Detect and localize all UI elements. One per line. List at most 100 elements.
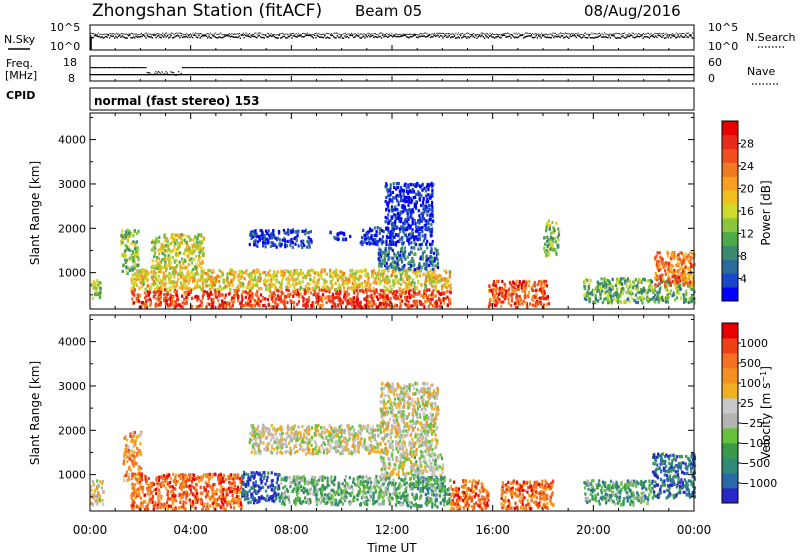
power-cell	[369, 241, 372, 245]
power-cell	[389, 231, 392, 235]
power-cell	[290, 300, 293, 304]
power-cell	[374, 278, 377, 282]
nave-point	[116, 67, 118, 69]
nsearch-point	[339, 34, 341, 36]
power-cell	[425, 289, 428, 293]
freq-point	[394, 74, 396, 76]
nave-point	[405, 67, 407, 69]
nsky-point	[273, 36, 276, 38]
power-cell	[265, 279, 269, 283]
nsearch-point	[638, 33, 639, 35]
freq-point	[595, 74, 598, 76]
nave-point	[127, 67, 129, 69]
nsearch-point	[430, 34, 432, 36]
freq-point	[438, 74, 441, 76]
nsearch-point	[142, 33, 144, 35]
power-cell	[415, 275, 418, 279]
power-cell	[341, 238, 345, 242]
power-cell	[124, 254, 127, 258]
nsearch-point	[412, 33, 414, 35]
power-cell	[285, 285, 288, 289]
nave-point	[371, 67, 374, 69]
power-cell	[413, 281, 416, 285]
power-cell	[312, 288, 315, 292]
nsky-point	[383, 36, 385, 38]
power-cell	[358, 282, 362, 286]
nsearch-point	[473, 33, 475, 35]
power-cell	[259, 228, 262, 233]
freq-point	[535, 74, 537, 76]
power-cell	[368, 305, 371, 309]
power-cell	[363, 237, 366, 241]
nsky-point	[454, 37, 457, 39]
nave-point	[419, 67, 421, 69]
nsky-point	[185, 35, 187, 38]
freq-point	[139, 74, 141, 76]
nsky-point	[662, 35, 664, 37]
power-cell	[203, 290, 206, 294]
power-cell	[232, 275, 236, 279]
power-cell	[314, 283, 317, 287]
nsky-point	[691, 37, 693, 39]
power-cell	[214, 295, 217, 299]
nsearch-point	[356, 34, 358, 36]
freq-point	[103, 74, 106, 76]
nsky-point	[480, 35, 482, 38]
nave-point	[191, 67, 194, 69]
nsky-point	[472, 35, 474, 38]
power-cell	[434, 247, 437, 251]
power-cell	[146, 283, 150, 287]
power-cell	[158, 281, 161, 285]
nave-point	[342, 67, 345, 69]
freq-point	[672, 74, 675, 76]
freq-point	[403, 74, 405, 76]
power-cell	[367, 279, 370, 283]
nsky-point	[100, 36, 102, 39]
freq-point	[276, 74, 278, 76]
power-cell	[401, 250, 404, 254]
power-cell	[265, 284, 268, 288]
nave-point	[544, 67, 546, 69]
power-cell	[273, 269, 276, 274]
freq-point	[583, 74, 585, 76]
nsearch-point	[453, 33, 454, 35]
nsearch-point	[101, 34, 103, 36]
freq-point	[524, 74, 526, 76]
power-cell	[389, 230, 392, 234]
power-cell	[399, 254, 402, 258]
nave-point	[639, 67, 642, 69]
power-cell	[225, 277, 228, 281]
nave-point	[224, 67, 226, 69]
power-cell	[446, 303, 449, 307]
nsky-point	[578, 35, 580, 37]
power-cell	[406, 235, 409, 239]
power-cell	[425, 262, 428, 266]
nave-point	[447, 67, 449, 69]
power-cell	[260, 287, 263, 291]
nsky-point	[290, 34, 292, 36]
nsearch-point	[415, 33, 417, 35]
nave-point	[237, 67, 239, 69]
power-cell	[281, 276, 285, 280]
nsearch-point	[683, 33, 685, 34]
freq-point	[476, 74, 478, 76]
freq-point	[224, 74, 227, 76]
power-cell	[376, 295, 379, 299]
power-cell	[398, 189, 401, 193]
nsearch-point	[563, 33, 565, 35]
nsky-point	[311, 36, 313, 38]
power-cell	[177, 303, 181, 307]
power-cell	[435, 281, 438, 285]
power-cell	[433, 256, 437, 261]
nave-point	[566, 67, 569, 69]
nave-point	[122, 67, 124, 69]
power-cell	[325, 301, 328, 305]
nave-point	[641, 67, 643, 69]
nave-point	[198, 67, 200, 69]
power-cell	[278, 295, 281, 299]
nsearch-point	[521, 34, 522, 36]
nsky-point	[122, 36, 125, 38]
nsky-point	[463, 35, 466, 38]
nsky-point	[336, 35, 338, 37]
nave-point	[195, 67, 197, 69]
